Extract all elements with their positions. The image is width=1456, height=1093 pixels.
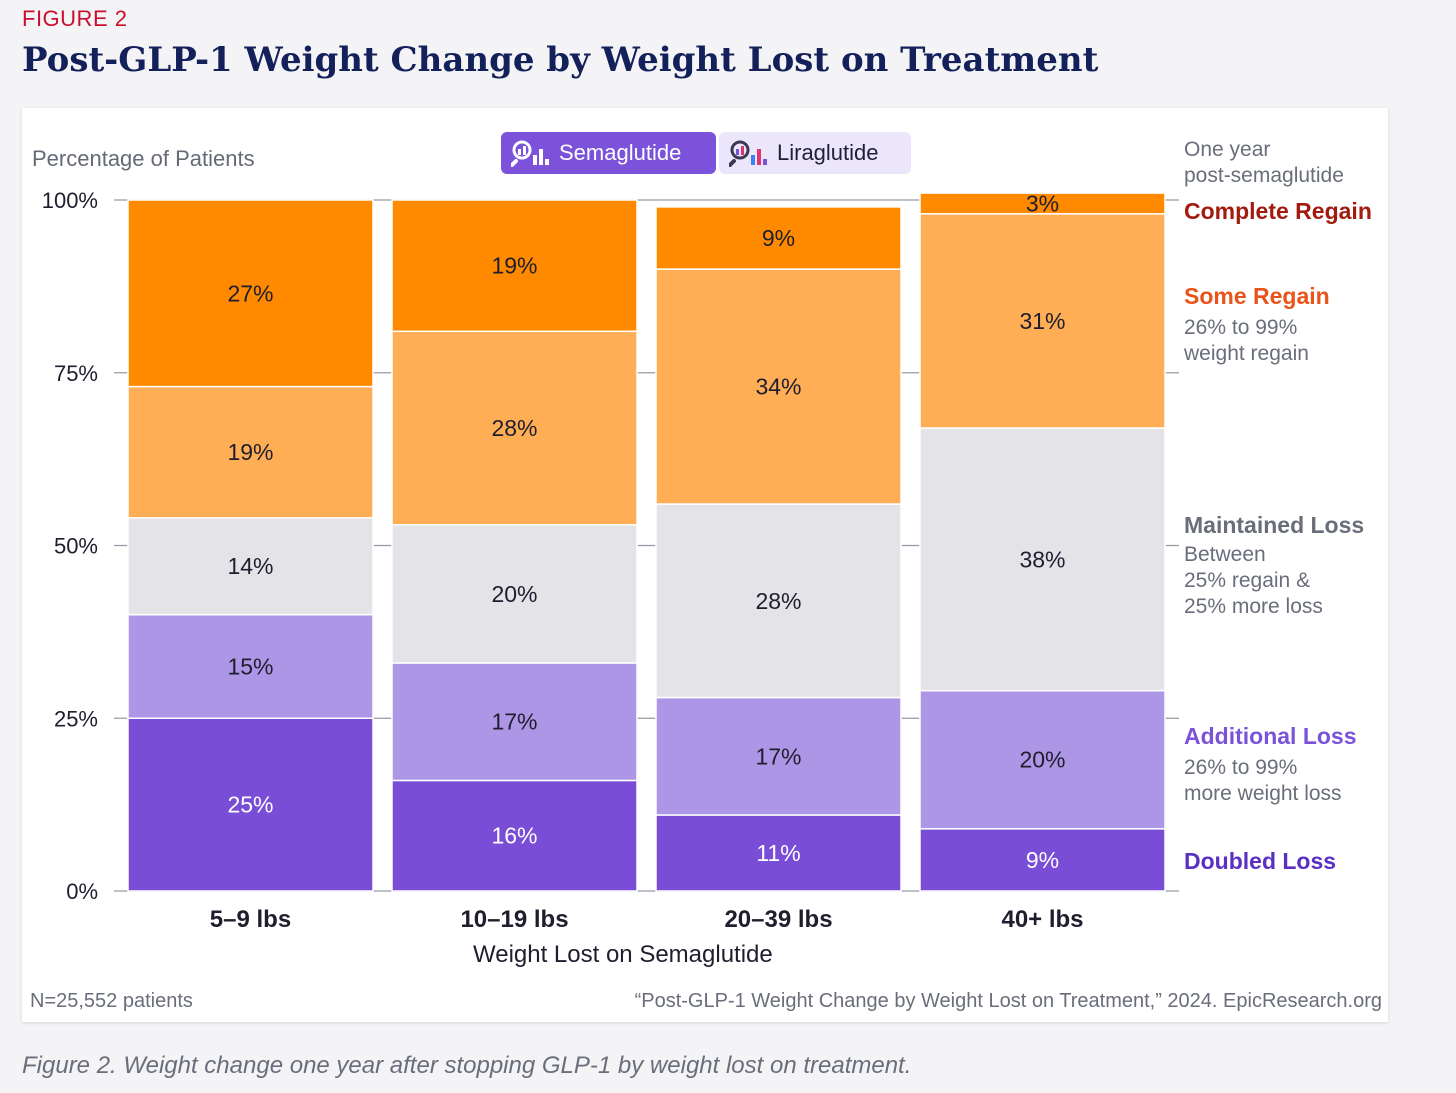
data-label: 31% — [1019, 308, 1065, 334]
legend-additional-loss-desc: 26% to 99% more weight loss — [1184, 755, 1384, 807]
bar-segment — [919, 427, 1166, 692]
bar-segment — [127, 613, 374, 720]
figure-title: Post-GLP-1 Weight Change by Weight Lost … — [22, 40, 1099, 80]
bar-segment — [655, 696, 902, 816]
bar-segment — [655, 503, 902, 699]
bar-segment — [391, 330, 638, 526]
legend-header-line: post-semaglutide — [1184, 164, 1344, 187]
data-label: 9% — [1026, 847, 1059, 873]
y-tick-label: 25% — [54, 706, 98, 731]
y-tick-label: 0% — [66, 879, 98, 904]
data-label: 38% — [1019, 546, 1065, 572]
legend-desc-line: 26% to 99% — [1184, 756, 1298, 779]
liraglutide-toggle-label: Liraglutide — [777, 140, 879, 165]
bar-segment — [127, 517, 374, 616]
bar-segment — [655, 268, 902, 505]
data-label: 25% — [227, 792, 273, 818]
data-label: 11% — [756, 840, 800, 866]
bar-segment — [391, 779, 638, 892]
data-label: 14% — [227, 553, 273, 579]
legend-complete-regain: Complete Regain — [1184, 198, 1372, 224]
legend-additional-loss: Additional Loss — [1184, 723, 1357, 749]
data-label: 19% — [491, 253, 537, 279]
legend-header: One year post-semaglutide — [1184, 137, 1384, 189]
legend-desc-line: 25% more loss — [1184, 595, 1323, 618]
chart-magnifier-icon — [729, 140, 767, 167]
data-label: 17% — [755, 743, 801, 769]
data-label: 20% — [1019, 747, 1065, 773]
figure-caption: Figure 2. Weight change one year after s… — [22, 1052, 912, 1079]
y-tick-label: 75% — [54, 361, 98, 386]
data-label: 9% — [762, 225, 795, 251]
data-label: 34% — [755, 374, 801, 400]
y-tick-label: 100% — [42, 188, 98, 213]
x-tick-label: 20–39 lbs — [724, 906, 832, 933]
bar-segment — [919, 689, 1166, 830]
legend-desc-line: weight regain — [1184, 342, 1309, 365]
legend-desc-line: more weight loss — [1184, 782, 1342, 805]
bar-segment — [919, 192, 1166, 215]
x-tick-label: 5–9 lbs — [210, 906, 291, 933]
bar-segment — [127, 199, 374, 388]
data-label: 19% — [227, 439, 273, 465]
y-axis-title: Percentage of Patients — [32, 146, 255, 171]
liraglutide-toggle-button[interactable]: Liraglutide — [719, 132, 911, 174]
source-citation: “Post-GLP-1 Weight Change by Weight Lost… — [634, 990, 1382, 1012]
legend-header-line: One year — [1184, 138, 1271, 161]
data-label: 15% — [227, 653, 273, 679]
legend-some-regain-desc: 26% to 99% weight regain — [1184, 315, 1384, 367]
semaglutide-toggle-button[interactable]: Semaglutide — [501, 132, 716, 174]
stacked-bar-chart: 0% 25% 50% 75% 100% 25% 15% 14% 19% 27% 5–9 lbs 16%… — [42, 188, 1179, 933]
sample-size-note: N=25,552 patients — [30, 990, 193, 1012]
data-label: 3% — [1026, 190, 1059, 216]
bar-segment — [655, 206, 902, 270]
data-label: 28% — [755, 588, 801, 614]
bar-segment — [919, 828, 1166, 892]
y-tick-label: 50% — [54, 534, 98, 559]
bar-segment — [127, 385, 374, 519]
chart-magnifier-icon — [511, 140, 549, 167]
data-label: 27% — [227, 280, 273, 306]
x-tick-label: 10–19 lbs — [460, 906, 568, 933]
legend-desc-line: 26% to 99% — [1184, 316, 1298, 339]
bar-segment — [127, 717, 374, 892]
legend-desc-line: 25% regain & — [1184, 569, 1311, 592]
bar-segment — [391, 662, 638, 782]
legend-some-regain: Some Regain — [1184, 283, 1330, 309]
figure-label: FIGURE 2 — [22, 6, 128, 31]
data-label: 16% — [491, 823, 537, 849]
data-label: 28% — [491, 415, 537, 441]
bar-segment — [391, 524, 638, 664]
legend-desc-line: Between — [1184, 543, 1266, 566]
data-label: 17% — [491, 709, 537, 735]
x-axis-title: Weight Lost on Semaglutide — [473, 941, 773, 968]
legend-maintained-loss: Maintained Loss — [1184, 512, 1365, 538]
data-label: 20% — [491, 581, 537, 607]
legend-doubled-loss: Doubled Loss — [1184, 848, 1337, 874]
bar-segment — [391, 199, 638, 333]
semaglutide-toggle-label: Semaglutide — [559, 140, 682, 165]
bar-segment — [919, 213, 1166, 429]
legend-maintained-loss-desc: Between 25% regain & 25% more loss — [1184, 542, 1384, 620]
x-tick-label: 40+ lbs — [1001, 906, 1083, 933]
chart-card: 0% 25% 50% 75% 100% 25% 15% 14% 19% 27% 5–9 lbs 16%… — [22, 108, 1388, 1022]
